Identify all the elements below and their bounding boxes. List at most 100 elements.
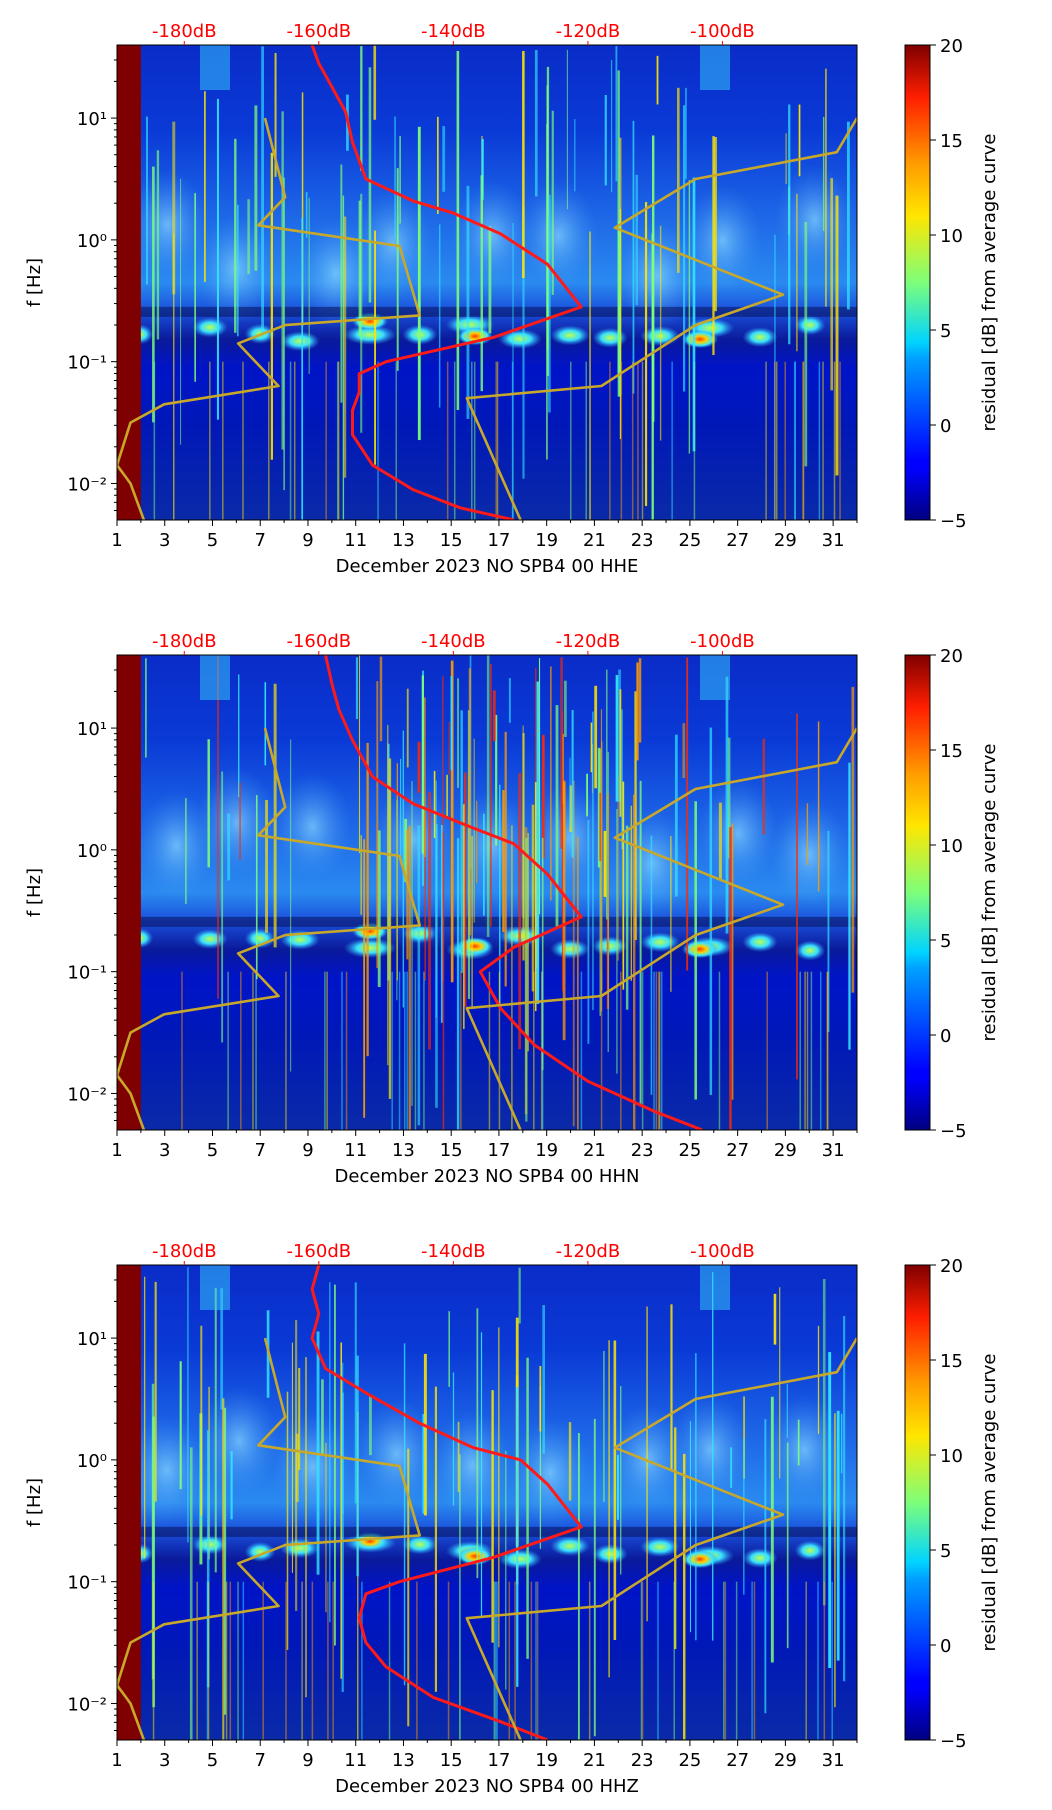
low-frequency-streak — [530, 1581, 533, 1740]
spectral-streak — [685, 87, 687, 180]
spectral-streak — [516, 1387, 519, 1687]
noise-cloud — [432, 1410, 513, 1521]
y-tick-label: 10¹ — [77, 719, 107, 740]
low-frequency-streak — [600, 971, 603, 1130]
spectral-streak — [325, 1442, 327, 1613]
spectral-streak — [830, 178, 833, 391]
low-frequency-streak — [819, 971, 822, 1130]
low-frequency-streak — [152, 1581, 155, 1740]
spectral-streak — [187, 1267, 189, 1543]
spectral-streak — [411, 781, 413, 1106]
spectral-streak — [476, 800, 478, 884]
spectral-streak — [428, 791, 431, 1050]
microseism-blob — [794, 940, 826, 961]
y-axis-label: f [Hz] — [24, 1478, 45, 1527]
spectral-streak — [230, 1450, 233, 1520]
spectral-streak — [222, 1398, 225, 1740]
x-tick-label: 13 — [392, 530, 415, 551]
noise-cloud — [769, 799, 850, 910]
spectral-streak — [568, 1422, 572, 1501]
colorbar-gradient — [904, 654, 931, 1131]
microseism-blob — [592, 936, 628, 957]
spectral-streak — [200, 1325, 203, 1516]
low-frequency-streak — [585, 361, 587, 520]
low-frequency-streak — [805, 1581, 807, 1740]
spectral-streak — [796, 713, 798, 1080]
spectral-streak — [650, 835, 653, 1095]
colorbar-tick-label: 0 — [940, 416, 951, 437]
spectral-streak — [342, 195, 345, 520]
plot-frame — [116, 44, 858, 521]
colorbar-2: 20 15 10 5 0 −5 residual [dB] from average cur… — [904, 646, 1000, 1142]
spectral-streak — [796, 193, 798, 352]
spectral-streak — [630, 805, 632, 981]
spectral-streak — [495, 714, 498, 846]
spectral-streak — [172, 233, 175, 520]
top-tick-label: -100dB — [690, 21, 755, 42]
spectral-streak — [396, 799, 398, 1001]
spectral-streak — [255, 795, 258, 980]
spectral-streak — [206, 1430, 210, 1688]
spectral-streak — [539, 1386, 542, 1549]
microseism-blob — [640, 932, 680, 953]
noise-cloud — [518, 180, 599, 291]
spectral-streak — [499, 784, 501, 1006]
spectral-streak — [560, 657, 564, 849]
top-tick-label: -100dB — [690, 631, 755, 652]
spectral-streak — [686, 657, 689, 971]
x-tick-label: 13 — [392, 1140, 415, 1161]
low-frequency-streak — [262, 1581, 264, 1740]
spectral-streak — [511, 825, 513, 1130]
low-frequency-streak — [839, 361, 841, 520]
spectral-streak — [216, 655, 220, 999]
low-frequency-streak — [641, 361, 644, 520]
spectral-streak — [221, 771, 224, 1043]
low-frequency-streak — [823, 1581, 826, 1740]
colorbar-gradient — [904, 1264, 931, 1741]
spectral-streak — [625, 825, 629, 1010]
low-frequency-streak — [673, 1581, 675, 1740]
low-frequency-streak — [209, 361, 211, 520]
spectral-streak — [613, 1340, 617, 1640]
x-tick-label: 21 — [583, 1140, 606, 1161]
high-frequency-patch — [200, 45, 230, 90]
x-tick-label: 15 — [440, 1750, 463, 1771]
low-frequency-streak — [753, 1581, 756, 1740]
spectral-streak — [542, 734, 545, 859]
energy-hotspot — [682, 1550, 718, 1569]
spectral-streak — [437, 116, 439, 214]
top-tick-label: -160dB — [286, 1241, 351, 1262]
colorbar-tick-label: 5 — [940, 321, 951, 342]
spectral-streak — [817, 1325, 820, 1434]
spectral-streak — [214, 1288, 217, 1573]
high-frequency-patch — [700, 45, 730, 90]
spectral-streak — [481, 138, 484, 200]
microseism-blob — [742, 931, 778, 952]
spectral-streak — [555, 705, 559, 928]
low-frequency-streak — [827, 971, 829, 1130]
top-tick-label: -180dB — [152, 1241, 217, 1262]
spectral-streak — [688, 179, 691, 454]
spectral-streak — [238, 674, 240, 798]
spectral-streak — [825, 68, 827, 307]
spectral-streak — [546, 123, 548, 460]
x-tick-label: 7 — [254, 1750, 265, 1771]
spectral-streak — [360, 835, 362, 915]
plot-frame — [116, 654, 858, 1131]
low-frequency-streak — [398, 971, 401, 1130]
low-frequency-streak — [773, 361, 776, 520]
spectral-streak — [635, 174, 639, 306]
spectral-streak — [617, 775, 619, 961]
low-frequency-streak — [404, 971, 406, 1130]
colorbar-tick-label: −5 — [940, 1121, 967, 1142]
spectral-streak — [709, 727, 713, 1095]
spectral-streak — [817, 721, 820, 892]
spectral-streak — [295, 1320, 298, 1611]
low-frequency-streak — [227, 971, 229, 1130]
spectral-streak — [561, 710, 563, 992]
low-frequency-streak — [252, 971, 254, 1130]
spectral-streak — [682, 723, 686, 778]
spectral-streak — [404, 818, 408, 882]
spectral-streak — [355, 657, 359, 720]
spectral-streak — [265, 799, 268, 933]
